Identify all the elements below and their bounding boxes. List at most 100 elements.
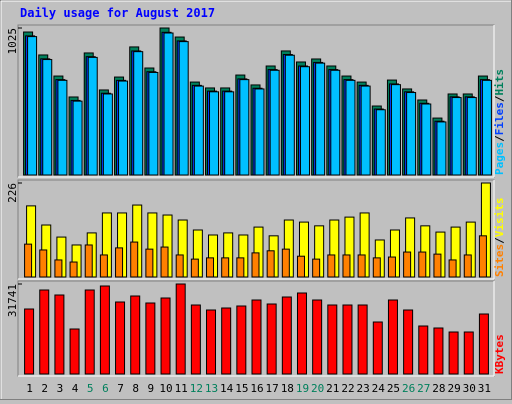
bar	[375, 109, 386, 176]
bar	[418, 325, 429, 375]
x-tick-label: 29	[447, 382, 460, 395]
x-tick-label: 23	[357, 382, 370, 395]
x-tick-label: 6	[102, 382, 109, 395]
x-tick-label: 5	[87, 382, 94, 395]
bar	[145, 248, 154, 278]
bar	[57, 79, 68, 176]
bar	[406, 92, 417, 176]
bar	[418, 251, 427, 278]
bar	[133, 51, 144, 176]
x-tick-label: 16	[250, 382, 263, 395]
bar	[448, 259, 457, 278]
x-tick-label: 22	[341, 382, 354, 395]
bar	[148, 71, 159, 176]
x-tick-label: 24	[372, 382, 386, 395]
bar	[403, 309, 414, 375]
bar	[448, 331, 459, 375]
x-tick-label: 31	[478, 382, 491, 395]
bar	[372, 257, 381, 278]
x-tick-label: 19	[296, 382, 309, 395]
x-tick-label: 25	[387, 382, 400, 395]
bar	[372, 321, 383, 375]
x-tick-label: 26	[402, 382, 415, 395]
x-tick-label: 7	[117, 382, 124, 395]
y-tick-label: 1025	[6, 28, 19, 55]
x-tick-label: 10	[159, 382, 172, 395]
legend-separator: /	[493, 135, 506, 142]
legend: Sites/Visits	[493, 198, 506, 278]
bar	[160, 246, 169, 278]
bar	[221, 257, 230, 278]
bar	[239, 79, 250, 176]
bar	[130, 295, 141, 375]
legend-entry: Visits	[493, 198, 506, 238]
bar	[296, 292, 307, 375]
bar	[481, 79, 492, 176]
bar	[463, 254, 472, 278]
bar	[281, 248, 290, 278]
bar	[175, 254, 184, 278]
bar	[206, 257, 215, 278]
bar	[342, 304, 353, 375]
x-tick-label: 12	[190, 382, 203, 395]
x-tick-label: 30	[463, 382, 476, 395]
bar	[99, 254, 108, 278]
bar	[160, 297, 171, 375]
bar	[84, 289, 95, 375]
bar	[54, 259, 63, 278]
legend-entry: Pages	[493, 142, 506, 175]
bar	[145, 302, 156, 375]
bar	[357, 304, 368, 375]
bar	[433, 327, 444, 375]
bar	[269, 69, 280, 176]
bar	[175, 283, 186, 375]
y-tick-label: 31741	[6, 284, 19, 317]
x-tick-label: 1	[26, 382, 33, 395]
legend: KBytes	[493, 334, 506, 374]
bar	[433, 253, 442, 278]
bar	[466, 97, 477, 176]
bar	[130, 241, 139, 278]
x-tick-label: 15	[235, 382, 248, 395]
bar	[72, 100, 83, 176]
x-tick-label: 14	[220, 382, 234, 395]
legend-separator: /	[493, 95, 506, 102]
bar	[284, 54, 295, 176]
bar	[254, 88, 265, 176]
bar	[193, 85, 204, 176]
bar	[99, 285, 110, 375]
bar	[315, 62, 326, 176]
bar	[24, 308, 35, 375]
bar	[330, 69, 341, 176]
bar	[299, 66, 310, 176]
bar	[327, 304, 338, 375]
bar	[357, 254, 366, 278]
x-tick-label: 28	[432, 382, 445, 395]
bar	[42, 59, 53, 176]
bar	[281, 296, 292, 375]
bar	[102, 93, 113, 176]
x-tick-label: 4	[72, 382, 79, 395]
bar	[224, 91, 235, 176]
bar	[221, 307, 232, 375]
bar	[163, 32, 174, 176]
bar	[27, 36, 38, 176]
x-tick-label: 2	[41, 382, 48, 395]
bar	[478, 313, 489, 375]
bar	[312, 258, 321, 278]
legend-entry: Hits	[493, 69, 506, 96]
bar	[421, 103, 432, 176]
bar	[118, 80, 129, 176]
bar	[178, 41, 189, 176]
legend-entry: Files	[493, 102, 506, 135]
x-tick-label: 21	[326, 382, 339, 395]
bar	[463, 331, 474, 375]
bar	[387, 256, 396, 278]
bar	[206, 309, 217, 375]
bar	[115, 247, 124, 278]
x-tick-label: 9	[148, 382, 155, 395]
x-tick-label: 8	[132, 382, 139, 395]
bar	[403, 251, 412, 278]
bar	[296, 255, 305, 278]
